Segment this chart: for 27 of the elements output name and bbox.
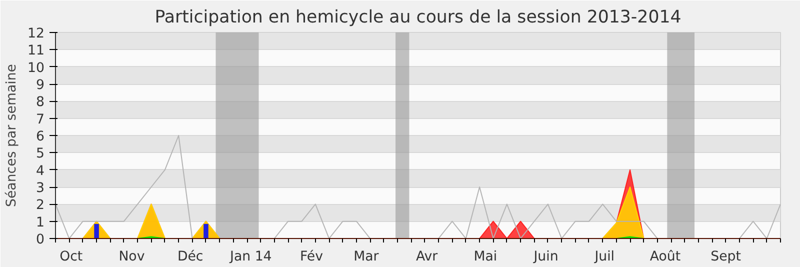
x-tick-label: Mai — [474, 250, 498, 264]
x-tick-label: Sept — [710, 250, 741, 264]
y-tick-label: 8 — [36, 95, 45, 110]
y-tick-label: 6 — [36, 130, 45, 144]
y-tick-label: 3 — [36, 181, 45, 196]
x-tick-label: Déc — [177, 250, 204, 264]
x-tick-label: Jan 14 — [229, 250, 272, 264]
y-tick-label: 9 — [36, 78, 45, 93]
y-tick-label: 0 — [36, 232, 45, 248]
x-tick-label: Avr — [416, 250, 438, 264]
x-tick-label: Juin — [532, 250, 558, 264]
y-tick-label: 10 — [28, 60, 45, 76]
x-tick-label: Nov — [118, 250, 145, 264]
y-tick-label: 1 — [36, 215, 45, 230]
chart-title: Participation en hemicycle au cours de la session 2013-2014 — [154, 8, 682, 28]
y-tick-label: 5 — [36, 146, 45, 162]
x-tick-label: Oct — [60, 250, 83, 264]
x-tick-label: Juil — [594, 250, 615, 264]
y-tick-label: 4 — [36, 164, 45, 179]
x-tick-label: Mar — [354, 250, 380, 264]
y-tick-label: 11 — [28, 44, 45, 59]
y-axis-title: Séances par semaine — [4, 64, 20, 207]
x-tick-label: Août — [650, 250, 681, 264]
y-tick-label: 7 — [36, 112, 45, 128]
x-tick-label: Fév — [300, 250, 324, 264]
y-tick-label: 2 — [36, 198, 45, 214]
y-tick-label: 12 — [28, 26, 45, 42]
